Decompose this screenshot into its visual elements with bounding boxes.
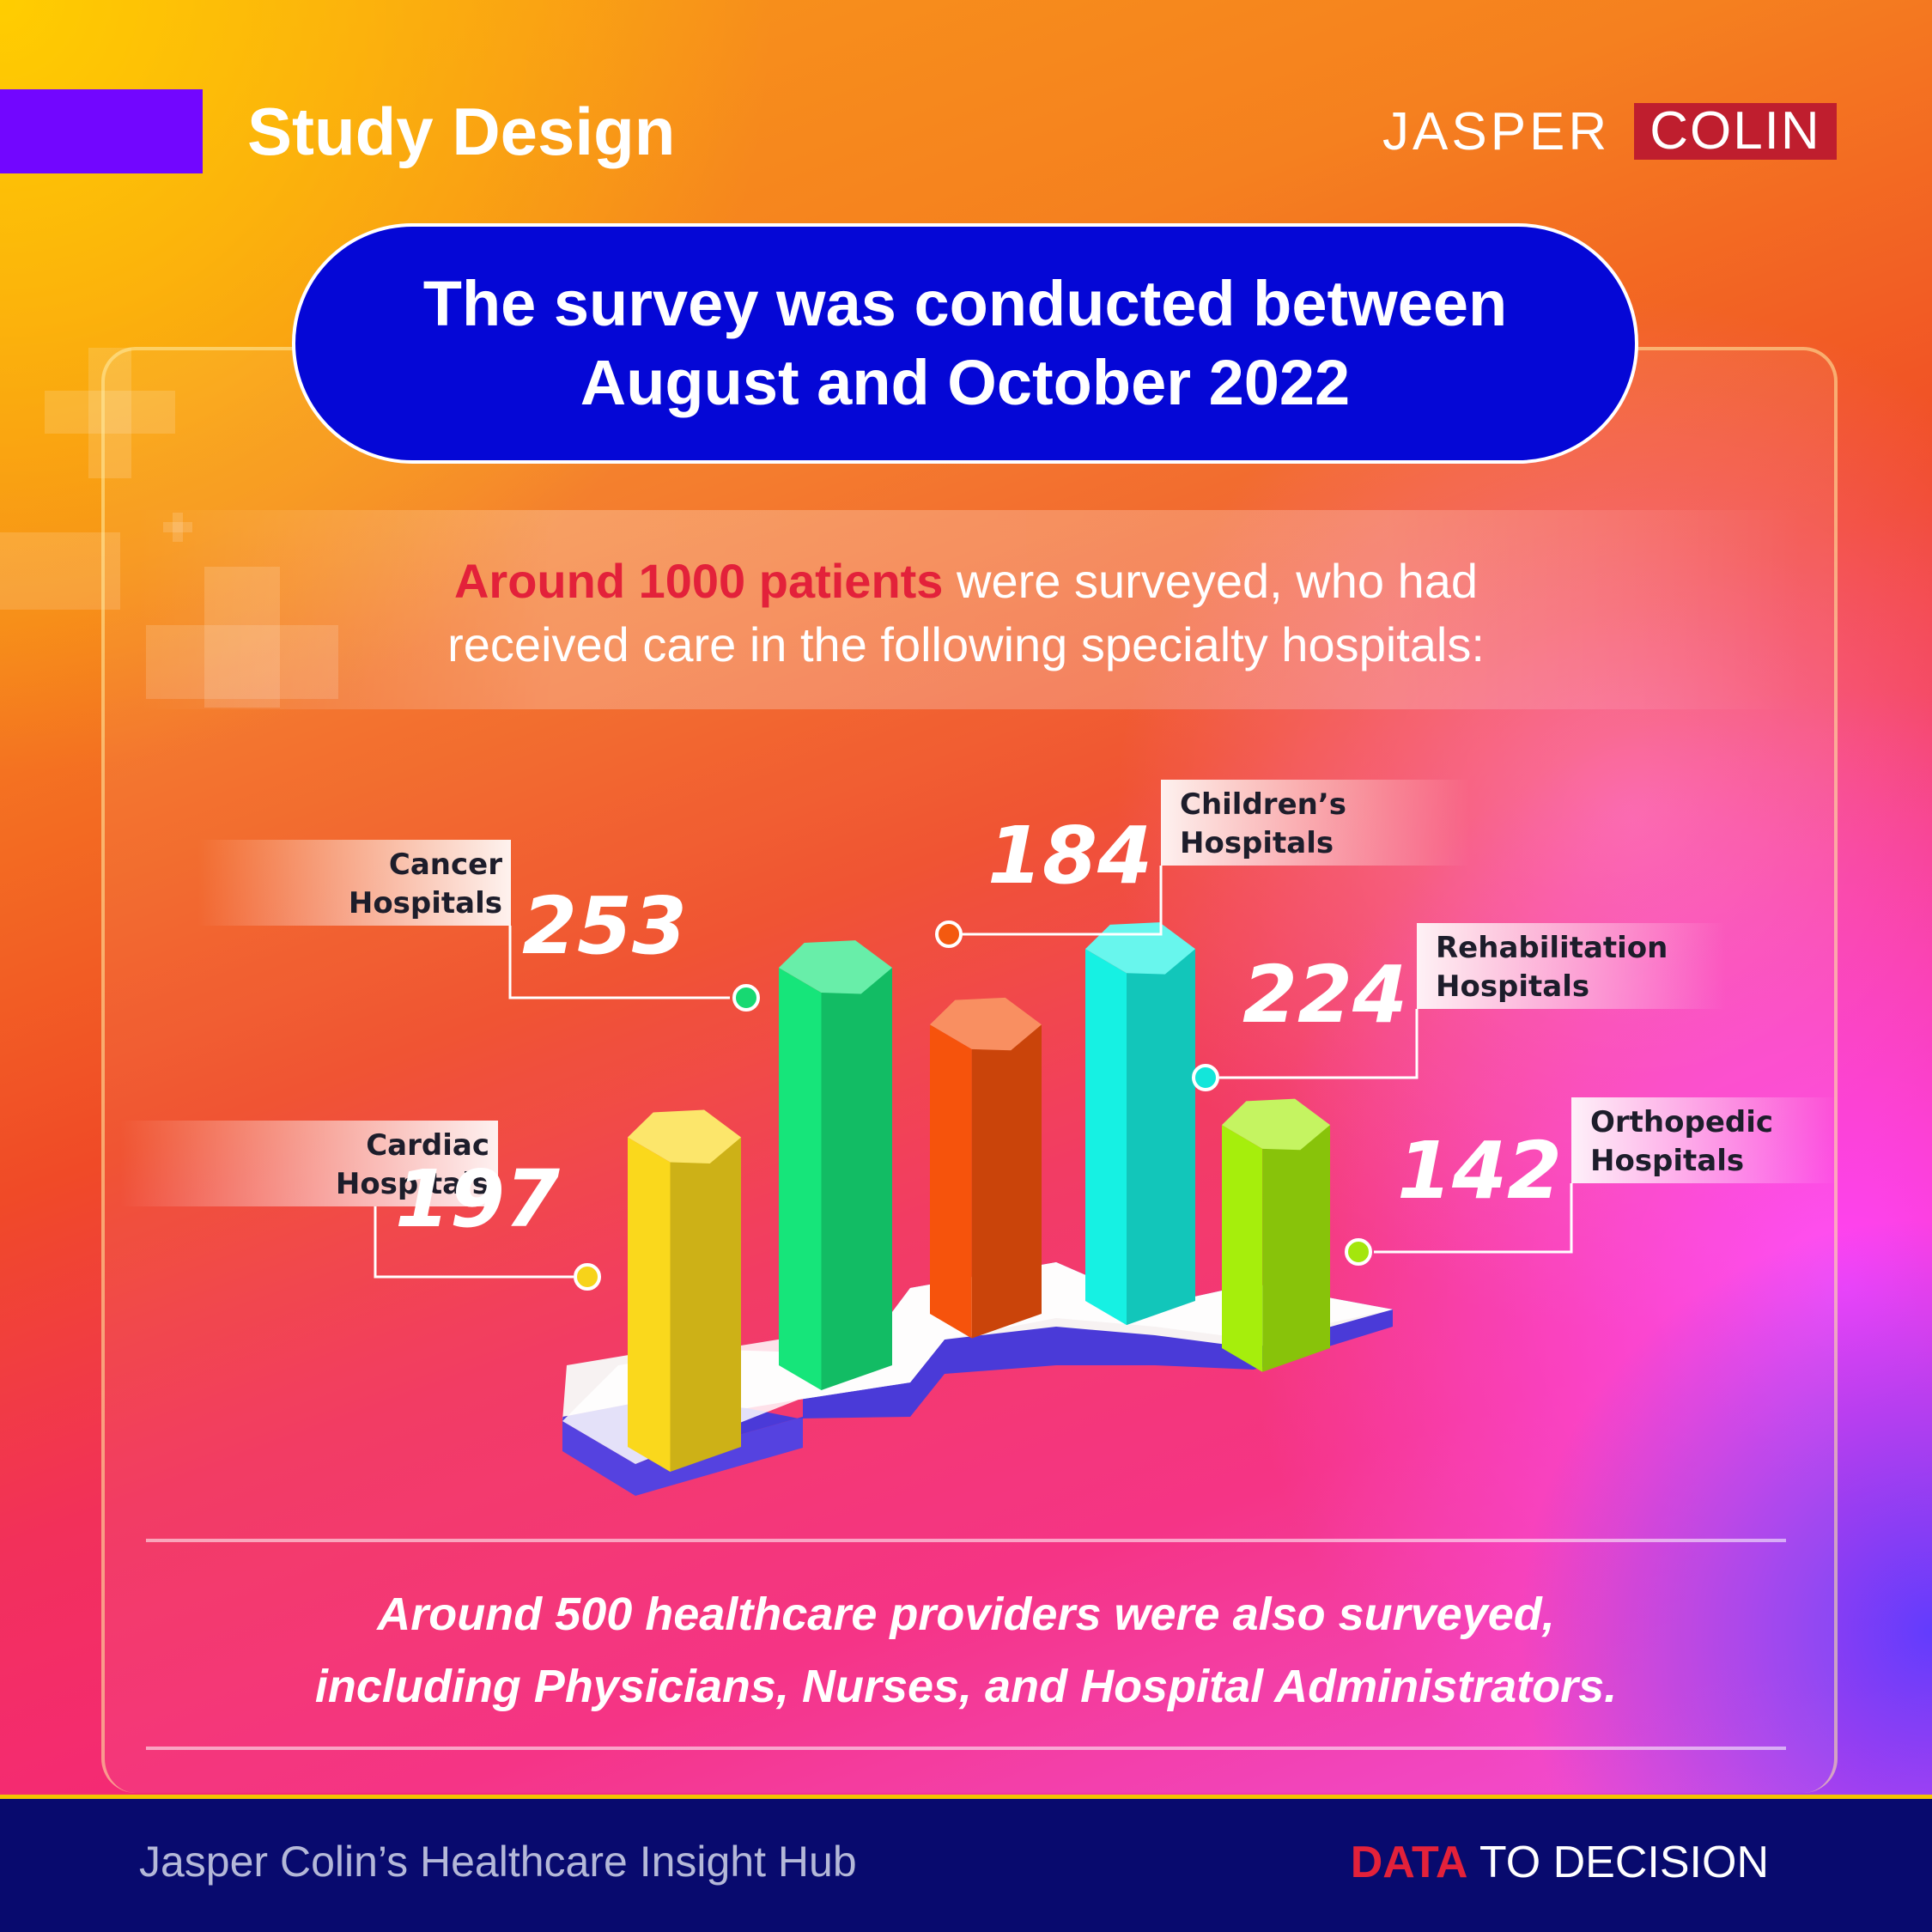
leader-dot <box>574 1263 601 1291</box>
providers-line-1: Around 500 healthcare providers were als… <box>377 1589 1555 1640</box>
bar-face-left <box>628 1137 671 1473</box>
category-label: Hospitals <box>1436 969 1589 1004</box>
bar-face-right <box>670 1137 741 1473</box>
bar-face-left <box>1222 1125 1263 1372</box>
bar-face-right <box>1262 1125 1330 1372</box>
leader-dot <box>1345 1238 1372 1266</box>
category-label: Cancer <box>389 848 502 882</box>
intro-line-2: received care in the following specialty… <box>447 617 1485 671</box>
leader-line <box>508 926 730 999</box>
leader-dot <box>1192 1064 1219 1091</box>
tagline-rest: TO DECISION <box>1467 1838 1769 1887</box>
brand-logo: JASPER COLIN <box>1382 101 1837 161</box>
bar-5 <box>1222 1098 1330 1372</box>
label-box <box>1417 923 1726 1009</box>
label-group-2: Cancer Hospitals 253 <box>197 840 760 1012</box>
value-label: 142 <box>1397 1125 1562 1217</box>
providers-line-2: including Physicians, Nurses, and Hospit… <box>314 1661 1618 1712</box>
label-box <box>197 840 511 926</box>
category-label: Hospitals <box>1590 1144 1744 1178</box>
page-title: Study Design <box>247 94 676 169</box>
label-group-5: Orthopedic Hospitals 142 <box>1345 1097 1838 1266</box>
value-label: 224 <box>1242 949 1407 1041</box>
banner-line-1: The survey was conducted between <box>422 268 1508 339</box>
logo-text-jasper: JASPER <box>1382 101 1611 161</box>
bar-face-right <box>1127 949 1195 1326</box>
survey-period-banner: The survey was conducted between August … <box>292 223 1638 464</box>
medical-cross-icon <box>45 391 175 434</box>
bar-4 <box>1085 922 1195 1326</box>
category-label: Cardiac <box>366 1128 489 1163</box>
divider-top <box>146 1539 1786 1542</box>
category-label: Children’s <box>1180 787 1346 822</box>
intro-text: Around 1000 patients were surveyed, who … <box>258 550 1674 677</box>
accent-bar <box>0 89 203 173</box>
label-box <box>120 1121 498 1206</box>
category-label: Hospitals <box>1180 826 1334 860</box>
bar-top <box>930 997 1042 1051</box>
intro-line-1: Around 1000 patients were surveyed, who … <box>258 550 1674 613</box>
category-label: Rehabilitation <box>1436 931 1668 965</box>
bar-1 <box>628 1109 741 1473</box>
medical-cross-icon <box>0 532 120 610</box>
platform-highlight <box>562 1262 1393 1464</box>
label-group-3: Children’s Hospitals 184 <box>935 780 1470 948</box>
bar-top <box>628 1109 741 1163</box>
intro-highlight: Around 1000 patients <box>453 554 944 608</box>
label-group-4: Rehabilitation Hospitals 224 <box>1192 923 1726 1091</box>
bar-2 <box>779 940 892 1391</box>
divider-bottom <box>146 1747 1786 1750</box>
medical-cross-icon <box>146 625 338 699</box>
bar-top <box>779 940 892 994</box>
bar-face-left <box>1085 949 1127 1326</box>
leader-line <box>962 866 1163 936</box>
intro-rest: were surveyed, who had <box>943 554 1479 608</box>
logo-text-colin: COLIN <box>1634 103 1837 160</box>
footer-bar: Jasper Colin’s Healthcare Insight Hub DA… <box>0 1795 1932 1932</box>
category-label: Hospitals <box>349 886 502 920</box>
label-box <box>1161 780 1470 866</box>
bar-face-right <box>821 968 892 1391</box>
tagline-data: DATA <box>1350 1838 1468 1887</box>
category-label: Hospitals <box>336 1167 489 1201</box>
intro-band <box>137 510 1803 709</box>
leader-line <box>1374 1183 1573 1254</box>
category-label: Orthopedic <box>1590 1105 1773 1139</box>
value-label: 253 <box>522 880 687 972</box>
bar-3 <box>930 997 1042 1339</box>
label-box <box>1571 1097 1838 1183</box>
leader-line <box>374 1206 574 1279</box>
footer-hub-text: Jasper Colin’s Healthcare Insight Hub <box>139 1838 857 1886</box>
bar-face-left <box>779 968 822 1391</box>
value-label: 197 <box>395 1153 560 1245</box>
leader-line <box>1219 1009 1419 1079</box>
banner-line-2: August and October 2022 <box>580 347 1351 418</box>
medical-cross-icon <box>163 522 192 532</box>
value-label: 184 <box>987 810 1152 902</box>
medical-cross-icon <box>173 513 183 542</box>
medical-cross-icon <box>204 567 280 708</box>
bar-face-left <box>930 1024 972 1339</box>
bar-face-right <box>971 1024 1042 1339</box>
bar-top <box>1222 1098 1330 1151</box>
providers-note: Around 500 healthcare providers were als… <box>172 1578 1760 1722</box>
leader-dot <box>935 920 963 948</box>
leader-dot <box>732 984 760 1012</box>
footer-tagline: DATA TO DECISION <box>1351 1837 1769 1888</box>
